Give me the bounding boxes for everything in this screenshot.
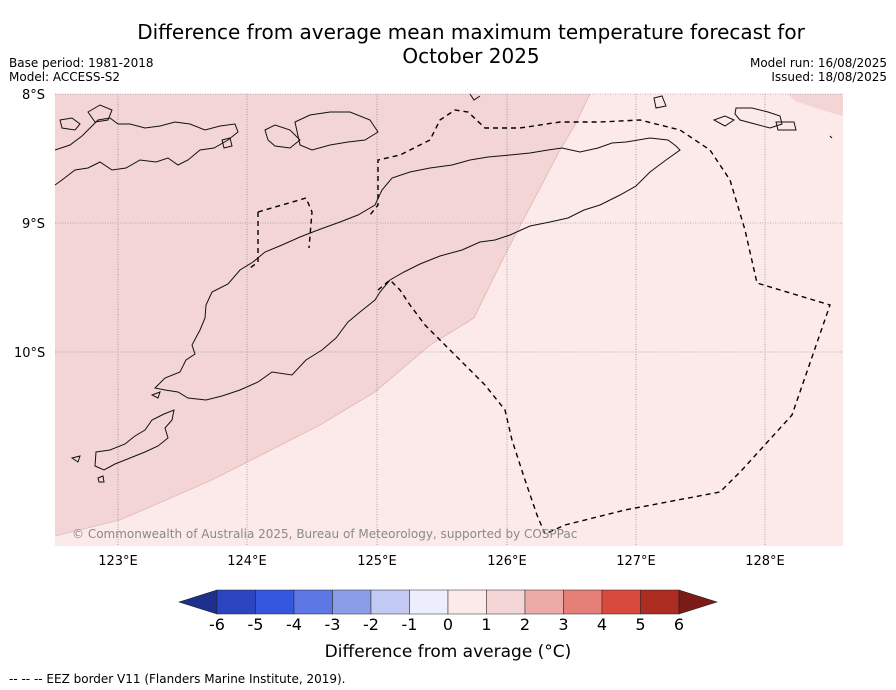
- lon-label-124e: 124°E: [227, 554, 267, 569]
- eez-border: [249, 109, 831, 535]
- lon-label-125e: 125°E: [357, 554, 397, 569]
- lat-label-8s: 8°S: [22, 88, 45, 103]
- copyright-notice: © Commonwealth of Australia 2025, Bureau…: [72, 527, 578, 541]
- colorbar-tick-label: -3: [325, 615, 341, 634]
- colorbar: -6 -5 -4 -3 -2 -1 0 1 2 3 4 5 6: [178, 589, 718, 634]
- colorbar-tick-label: -4: [286, 615, 302, 634]
- colorbar-extend-low: [178, 589, 218, 615]
- model-name: Model: ACCESS-S2: [9, 70, 121, 84]
- axis-labels: 8°S 9°S 10°S 123°E 124°E 125°E 126°E 127…: [14, 88, 785, 569]
- colorbar-swatch: [255, 589, 295, 615]
- colorbar-tick-label: 5: [635, 615, 645, 634]
- colorbar-swatch: [370, 589, 410, 615]
- colorbar-label: Difference from average (°C): [324, 642, 572, 662]
- colorbar-swatch: [486, 589, 526, 615]
- lat-label-9s: 9°S: [22, 217, 45, 232]
- colorbar-tick-label: -6: [209, 615, 225, 634]
- title-line-2: October 2025: [402, 44, 540, 68]
- colorbar-tick-label: 4: [597, 615, 607, 634]
- colorbar-swatch: [216, 589, 256, 615]
- colorbar-swatch: [447, 589, 487, 615]
- colorbar-swatch: [601, 589, 641, 615]
- colorbar-tick-label: 0: [443, 615, 453, 634]
- colorbar-tick-label: -1: [402, 615, 418, 634]
- colorbar-swatch: [524, 589, 564, 615]
- eez-legend-note: -- -- -- EEZ border V11 (Flanders Marine…: [9, 672, 346, 686]
- coastlines: [54, 93, 833, 483]
- lon-label-123e: 123°E: [98, 554, 138, 569]
- colorbar-swatch: [640, 589, 680, 615]
- timor-coastline: [153, 137, 681, 401]
- map-title: Difference from average mean maximum tem…: [0, 20, 896, 68]
- title-line-1: Difference from average mean maximum tem…: [137, 20, 805, 44]
- anomaly-region-1-2: [55, 94, 590, 536]
- meta-left: Base period: 1981-2018 Model: ACCESS-S2: [9, 56, 154, 84]
- colorbar-swatch: [332, 589, 372, 615]
- gridlines: [55, 93, 843, 546]
- lon-label-127e: 127°E: [616, 554, 656, 569]
- base-period: Base period: 1981-2018: [9, 56, 154, 70]
- colorbar-tick-label: -2: [363, 615, 379, 634]
- anomaly-region-ne: [788, 94, 843, 116]
- lon-label-126e: 126°E: [487, 554, 527, 569]
- colorbar-tick-label: -5: [248, 615, 264, 634]
- colorbar-tick-label: 1: [481, 615, 491, 634]
- colorbar-swatch: [563, 589, 603, 615]
- colorbar-extend-high: [678, 589, 718, 615]
- colorbar-swatch: [409, 589, 449, 615]
- lon-label-128e: 128°E: [745, 554, 785, 569]
- lat-label-10s: 10°S: [14, 346, 45, 361]
- colorbar-tick-label: 3: [558, 615, 568, 634]
- colorbar-tick-label: 2: [520, 615, 530, 634]
- issued-date: Issued: 18/08/2025: [771, 70, 887, 84]
- colorbar-swatch: [293, 589, 333, 615]
- model-run: Model run: 16/08/2025: [749, 56, 887, 70]
- colorbar-tick-label: 6: [674, 615, 684, 634]
- meta-right: Model run: 16/08/2025 Issued: 18/08/2025: [750, 56, 887, 84]
